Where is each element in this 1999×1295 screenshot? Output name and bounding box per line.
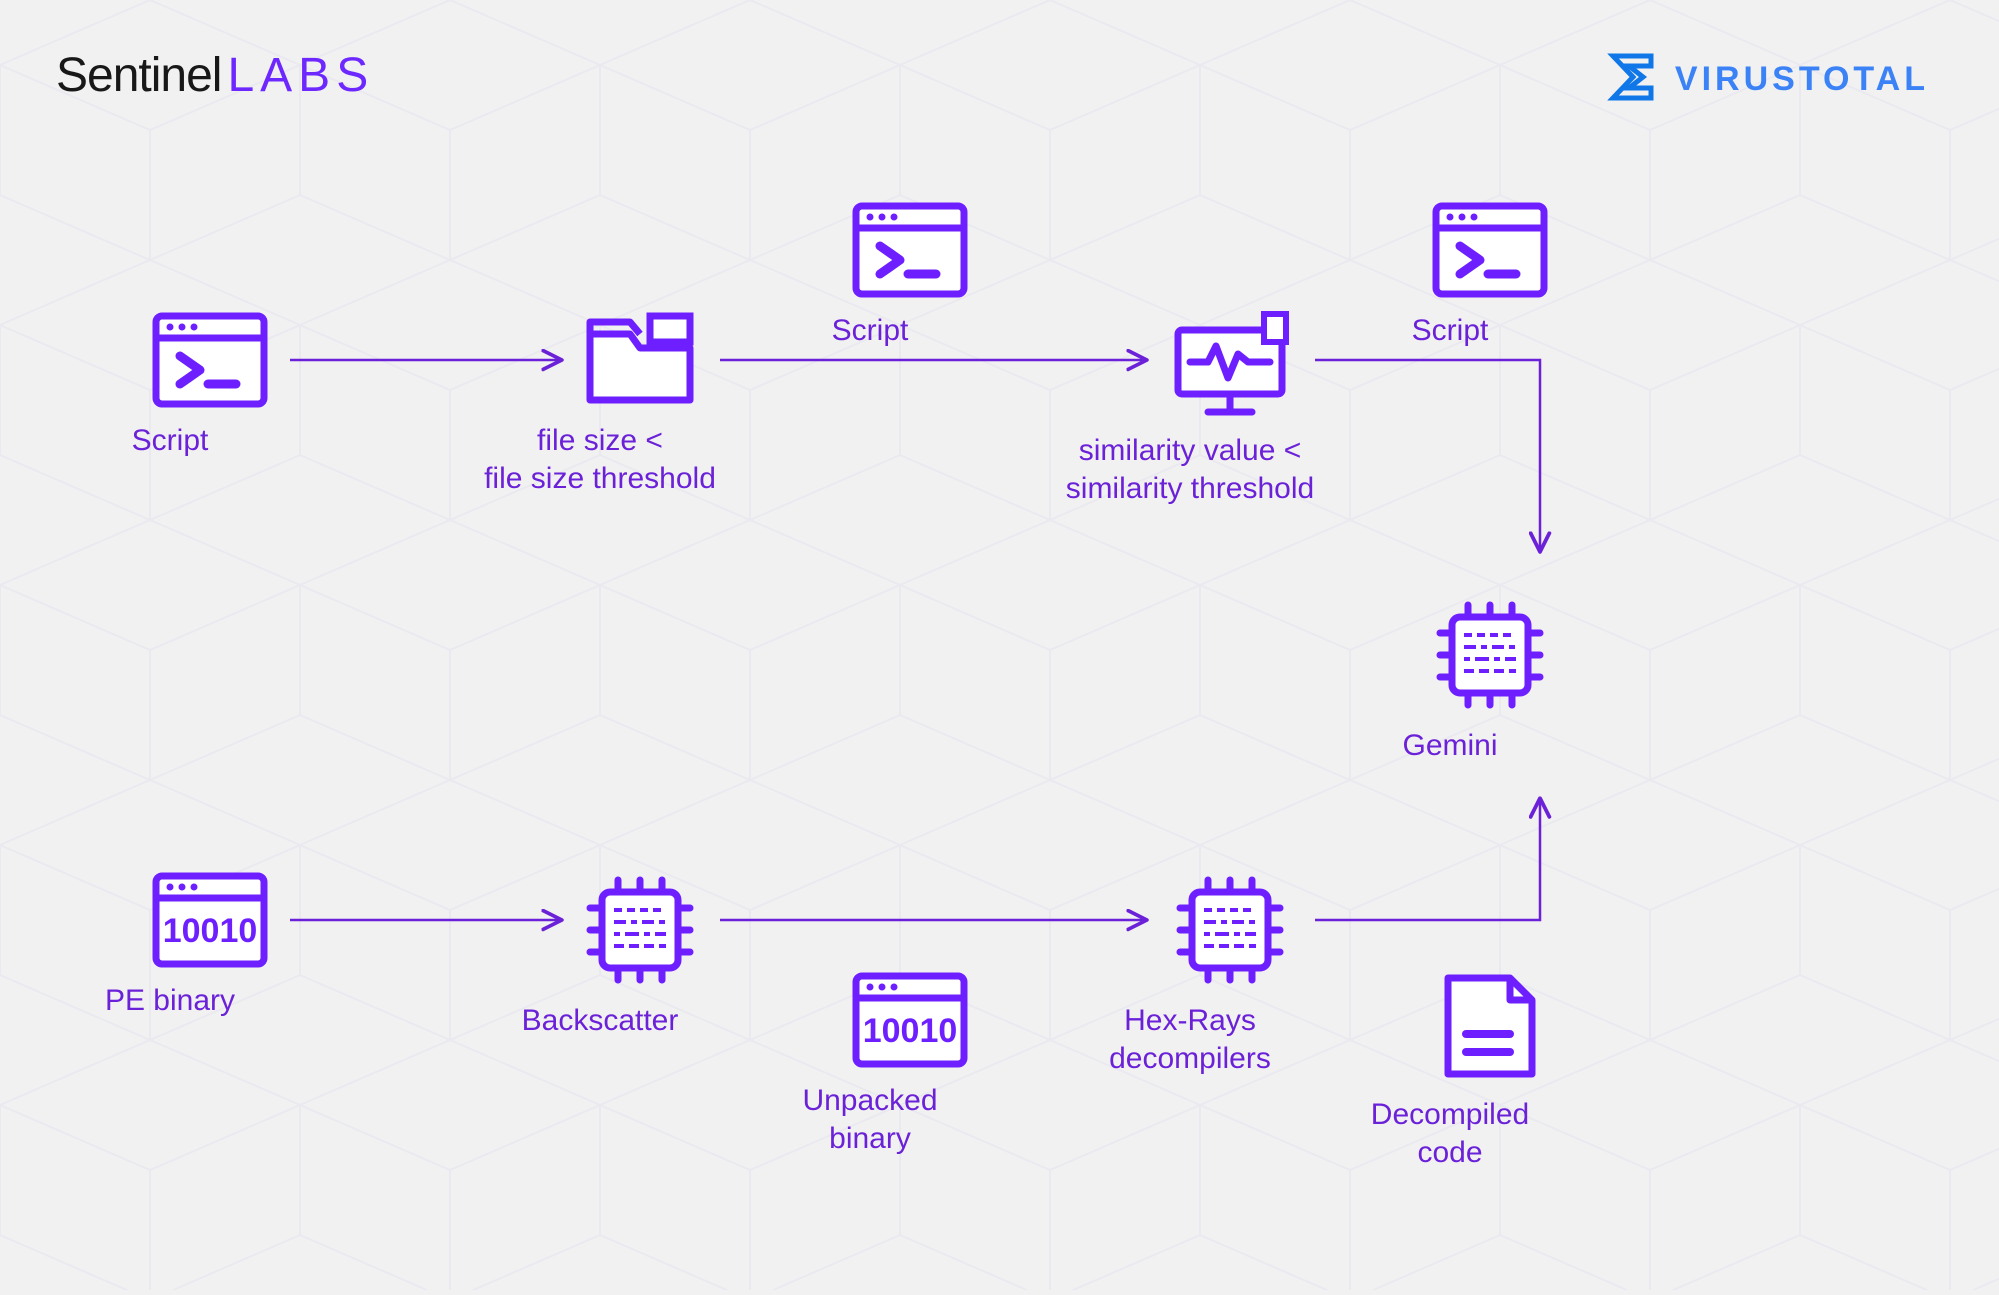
node-label: Gemini bbox=[1310, 727, 1590, 765]
node-label: Decompiled code bbox=[1310, 1096, 1590, 1171]
binary-icon bbox=[150, 870, 270, 970]
node-decompiled: Decompiled code bbox=[1430, 970, 1550, 1171]
binary-icon bbox=[850, 970, 970, 1070]
chip-icon bbox=[1170, 870, 1290, 990]
node-label: Unpacked binary bbox=[730, 1082, 1010, 1157]
chip-icon bbox=[1430, 595, 1550, 715]
virustotal-logo: VIRUSTOTAL bbox=[1607, 52, 1929, 107]
logo-text-sentinel: Sentinel bbox=[56, 49, 221, 102]
sentinel-labs-logo: SentinelLABS bbox=[56, 48, 374, 103]
terminal-icon bbox=[1430, 200, 1550, 300]
node-label: Hex-Rays decompilers bbox=[1050, 1002, 1330, 1077]
chip-icon bbox=[580, 870, 700, 990]
node-label: Backscatter bbox=[460, 1002, 740, 1040]
node-unpacked: Unpacked binary bbox=[850, 970, 970, 1157]
node-gemini: Gemini bbox=[1430, 595, 1550, 765]
logo-text-labs: LABS bbox=[227, 49, 374, 102]
node-similarity: similarity value < similarity threshold bbox=[1170, 310, 1290, 507]
node-pebinary: PE binary bbox=[150, 870, 270, 1020]
node-label: Script bbox=[1310, 312, 1590, 350]
diagram-canvas: SentinelLABS VIRUSTOTAL bbox=[0, 0, 1999, 1290]
node-filesize: file size < file size threshold bbox=[580, 310, 700, 497]
virustotal-text: VIRUSTOTAL bbox=[1675, 60, 1929, 99]
terminal-icon bbox=[150, 310, 270, 410]
node-script1: Script bbox=[150, 310, 270, 460]
edge-hexrays-gemini bbox=[1315, 800, 1540, 920]
node-label: Script bbox=[730, 312, 1010, 350]
sigma-icon bbox=[1607, 52, 1657, 107]
node-label: similarity value < similarity threshold bbox=[1050, 432, 1330, 507]
node-hexrays: Hex-Rays decompilers bbox=[1170, 870, 1290, 1077]
node-script3: Script bbox=[1430, 200, 1550, 350]
folder-icon bbox=[580, 310, 700, 410]
monitor-icon bbox=[1170, 310, 1290, 420]
node-label: file size < file size threshold bbox=[460, 422, 740, 497]
node-backscatter: Backscatter bbox=[580, 870, 700, 1040]
terminal-icon bbox=[850, 200, 970, 300]
node-label: PE binary bbox=[30, 982, 310, 1020]
node-script2: Script bbox=[850, 200, 970, 350]
document-icon bbox=[1430, 970, 1550, 1084]
edge-similarity-script3 bbox=[1315, 360, 1540, 550]
node-label: Script bbox=[30, 422, 310, 460]
